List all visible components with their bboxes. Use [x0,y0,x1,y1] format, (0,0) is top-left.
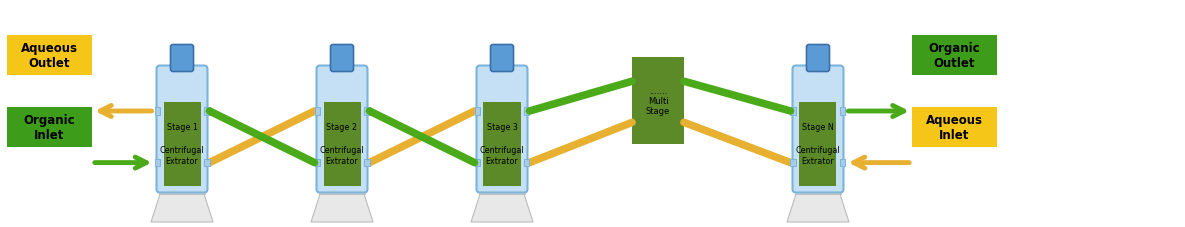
FancyBboxPatch shape [314,159,320,167]
FancyBboxPatch shape [524,108,530,115]
Text: Stage 2

Centrifugal
Extrator: Stage 2 Centrifugal Extrator [320,123,364,165]
Polygon shape [310,194,373,222]
FancyBboxPatch shape [331,45,353,72]
FancyBboxPatch shape [364,159,370,167]
FancyBboxPatch shape [316,66,367,193]
Polygon shape [150,194,213,222]
FancyBboxPatch shape [171,45,193,72]
FancyBboxPatch shape [7,108,92,147]
FancyBboxPatch shape [319,189,365,194]
FancyBboxPatch shape [491,45,513,72]
Text: Stage 1

Centrifugal
Extrator: Stage 1 Centrifugal Extrator [160,123,204,165]
FancyBboxPatch shape [800,102,837,186]
FancyBboxPatch shape [159,189,205,194]
FancyBboxPatch shape [524,159,530,167]
FancyBboxPatch shape [476,66,527,193]
Text: Stage N

Centrifugal
Extrator: Stage N Centrifugal Extrator [795,123,840,165]
Polygon shape [787,194,848,222]
FancyBboxPatch shape [840,108,846,115]
FancyBboxPatch shape [632,57,684,145]
FancyBboxPatch shape [7,36,92,76]
FancyBboxPatch shape [364,108,370,115]
FancyBboxPatch shape [154,108,160,115]
FancyBboxPatch shape [795,189,841,194]
FancyBboxPatch shape [474,159,480,167]
FancyBboxPatch shape [204,159,210,167]
FancyBboxPatch shape [314,108,320,115]
FancyBboxPatch shape [807,45,829,72]
FancyBboxPatch shape [483,102,520,186]
Text: Stage 3

Centrifugal
Extrator: Stage 3 Centrifugal Extrator [480,123,524,165]
FancyBboxPatch shape [204,108,210,115]
FancyBboxPatch shape [790,108,796,115]
Text: Organic
Inlet: Organic Inlet [24,114,76,141]
FancyBboxPatch shape [164,102,200,186]
FancyBboxPatch shape [912,36,997,76]
FancyBboxPatch shape [793,66,844,193]
FancyBboxPatch shape [840,159,846,167]
FancyBboxPatch shape [154,159,160,167]
FancyBboxPatch shape [790,159,796,167]
Text: Aqueous
Inlet: Aqueous Inlet [925,114,984,141]
Text: .......
Multi
Stage: ....... Multi Stage [646,86,671,116]
FancyBboxPatch shape [912,108,997,147]
Text: Organic
Outlet: Organic Outlet [929,42,980,70]
FancyBboxPatch shape [474,108,480,115]
FancyBboxPatch shape [479,189,525,194]
FancyBboxPatch shape [324,102,360,186]
Polygon shape [470,194,533,222]
Text: Aqueous
Outlet: Aqueous Outlet [21,42,78,70]
FancyBboxPatch shape [156,66,207,193]
